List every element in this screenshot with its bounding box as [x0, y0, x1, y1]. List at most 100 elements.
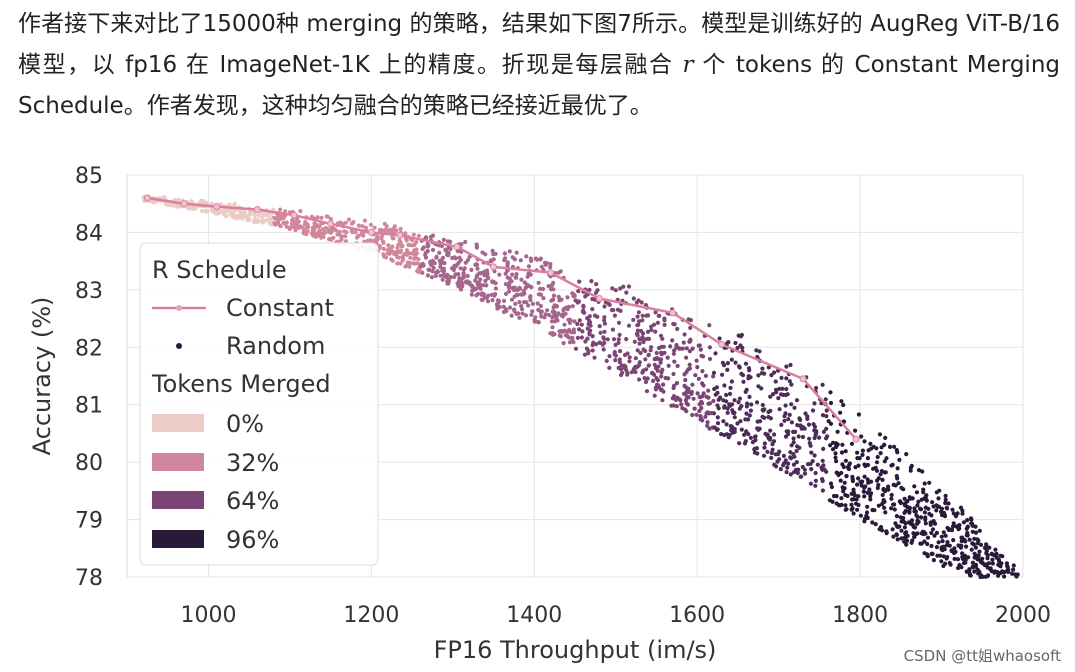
random-point	[509, 297, 515, 302]
random-point	[491, 279, 496, 284]
random-point	[865, 477, 870, 482]
random-point	[784, 429, 789, 434]
random-point	[339, 234, 344, 239]
random-point	[672, 348, 677, 353]
random-point	[556, 270, 562, 275]
random-point	[980, 556, 985, 561]
random-point	[786, 461, 791, 466]
random-point	[659, 352, 664, 357]
constant-schedule-markers	[143, 194, 860, 443]
random-point	[261, 212, 266, 217]
random-point	[862, 494, 867, 499]
random-point	[939, 512, 945, 518]
random-point	[945, 540, 950, 545]
random-point	[645, 376, 650, 381]
random-point	[686, 386, 691, 391]
random-point	[657, 313, 662, 318]
random-point	[588, 323, 593, 328]
random-point	[611, 337, 617, 342]
random-point	[733, 340, 738, 346]
random-point	[874, 468, 880, 473]
random-point	[501, 304, 506, 309]
random-point	[204, 209, 209, 214]
random-point	[404, 238, 409, 243]
random-point	[770, 442, 775, 447]
random-point	[507, 305, 513, 310]
random-point	[185, 205, 190, 210]
random-point	[438, 273, 443, 278]
random-point	[939, 534, 944, 539]
random-point	[894, 474, 899, 479]
random-point	[915, 518, 920, 523]
random-point	[878, 525, 884, 530]
x-tick-label: 1200	[343, 603, 399, 628]
random-point	[915, 503, 920, 508]
random-point	[993, 570, 998, 575]
random-point	[762, 441, 768, 446]
random-point	[836, 503, 842, 508]
random-point	[977, 569, 982, 574]
random-point	[589, 279, 594, 284]
random-point	[299, 225, 304, 230]
random-point	[526, 271, 531, 276]
random-point	[573, 298, 578, 303]
random-point	[600, 342, 605, 347]
random-point	[437, 250, 442, 255]
random-point	[973, 562, 979, 567]
random-point	[309, 214, 314, 219]
random-point	[912, 534, 917, 539]
random-point	[602, 315, 607, 320]
random-point	[729, 357, 734, 362]
random-point	[714, 385, 720, 390]
random-point	[605, 337, 610, 342]
random-point	[997, 559, 1002, 564]
random-point	[414, 239, 419, 245]
random-point	[787, 412, 792, 417]
random-point	[276, 213, 281, 218]
random-point	[590, 348, 595, 353]
random-point	[876, 482, 881, 488]
random-point	[930, 527, 936, 532]
random-point	[435, 269, 440, 274]
x-tick-label: 1800	[832, 603, 888, 628]
accuracy-throughput-scatter-chart: 1000 1200 1400 1600 1800 2000 78 79 80 81 82 83 84 8…	[28, 164, 1051, 664]
random-point	[389, 249, 394, 254]
random-point	[788, 455, 793, 460]
random-point	[833, 455, 838, 460]
random-point	[639, 328, 644, 334]
random-point	[452, 263, 457, 269]
random-point	[911, 531, 916, 536]
random-point	[602, 321, 608, 326]
random-point	[969, 547, 974, 552]
random-point	[889, 463, 894, 468]
random-point	[551, 297, 556, 302]
random-point	[296, 219, 301, 224]
random-point	[612, 313, 618, 318]
random-point	[465, 273, 470, 278]
random-point	[760, 402, 765, 408]
random-point	[923, 521, 928, 526]
random-point	[756, 384, 761, 389]
random-point	[321, 231, 326, 236]
random-point	[390, 258, 395, 263]
random-point	[263, 218, 268, 223]
random-point	[788, 472, 793, 477]
random-point	[765, 449, 770, 454]
random-point	[934, 490, 939, 495]
random-point	[343, 234, 348, 239]
random-point	[548, 331, 553, 336]
random-point	[739, 371, 744, 376]
random-point	[581, 303, 586, 308]
random-point	[773, 379, 778, 384]
random-point	[782, 461, 787, 466]
random-point	[768, 435, 773, 440]
random-point	[728, 385, 733, 390]
random-point	[727, 391, 733, 396]
random-point	[932, 533, 937, 538]
random-point	[624, 290, 629, 295]
random-point	[699, 353, 704, 358]
random-point	[905, 499, 910, 504]
random-point	[662, 322, 667, 327]
random-point	[536, 307, 541, 312]
y-tick-label: 83	[75, 279, 103, 304]
